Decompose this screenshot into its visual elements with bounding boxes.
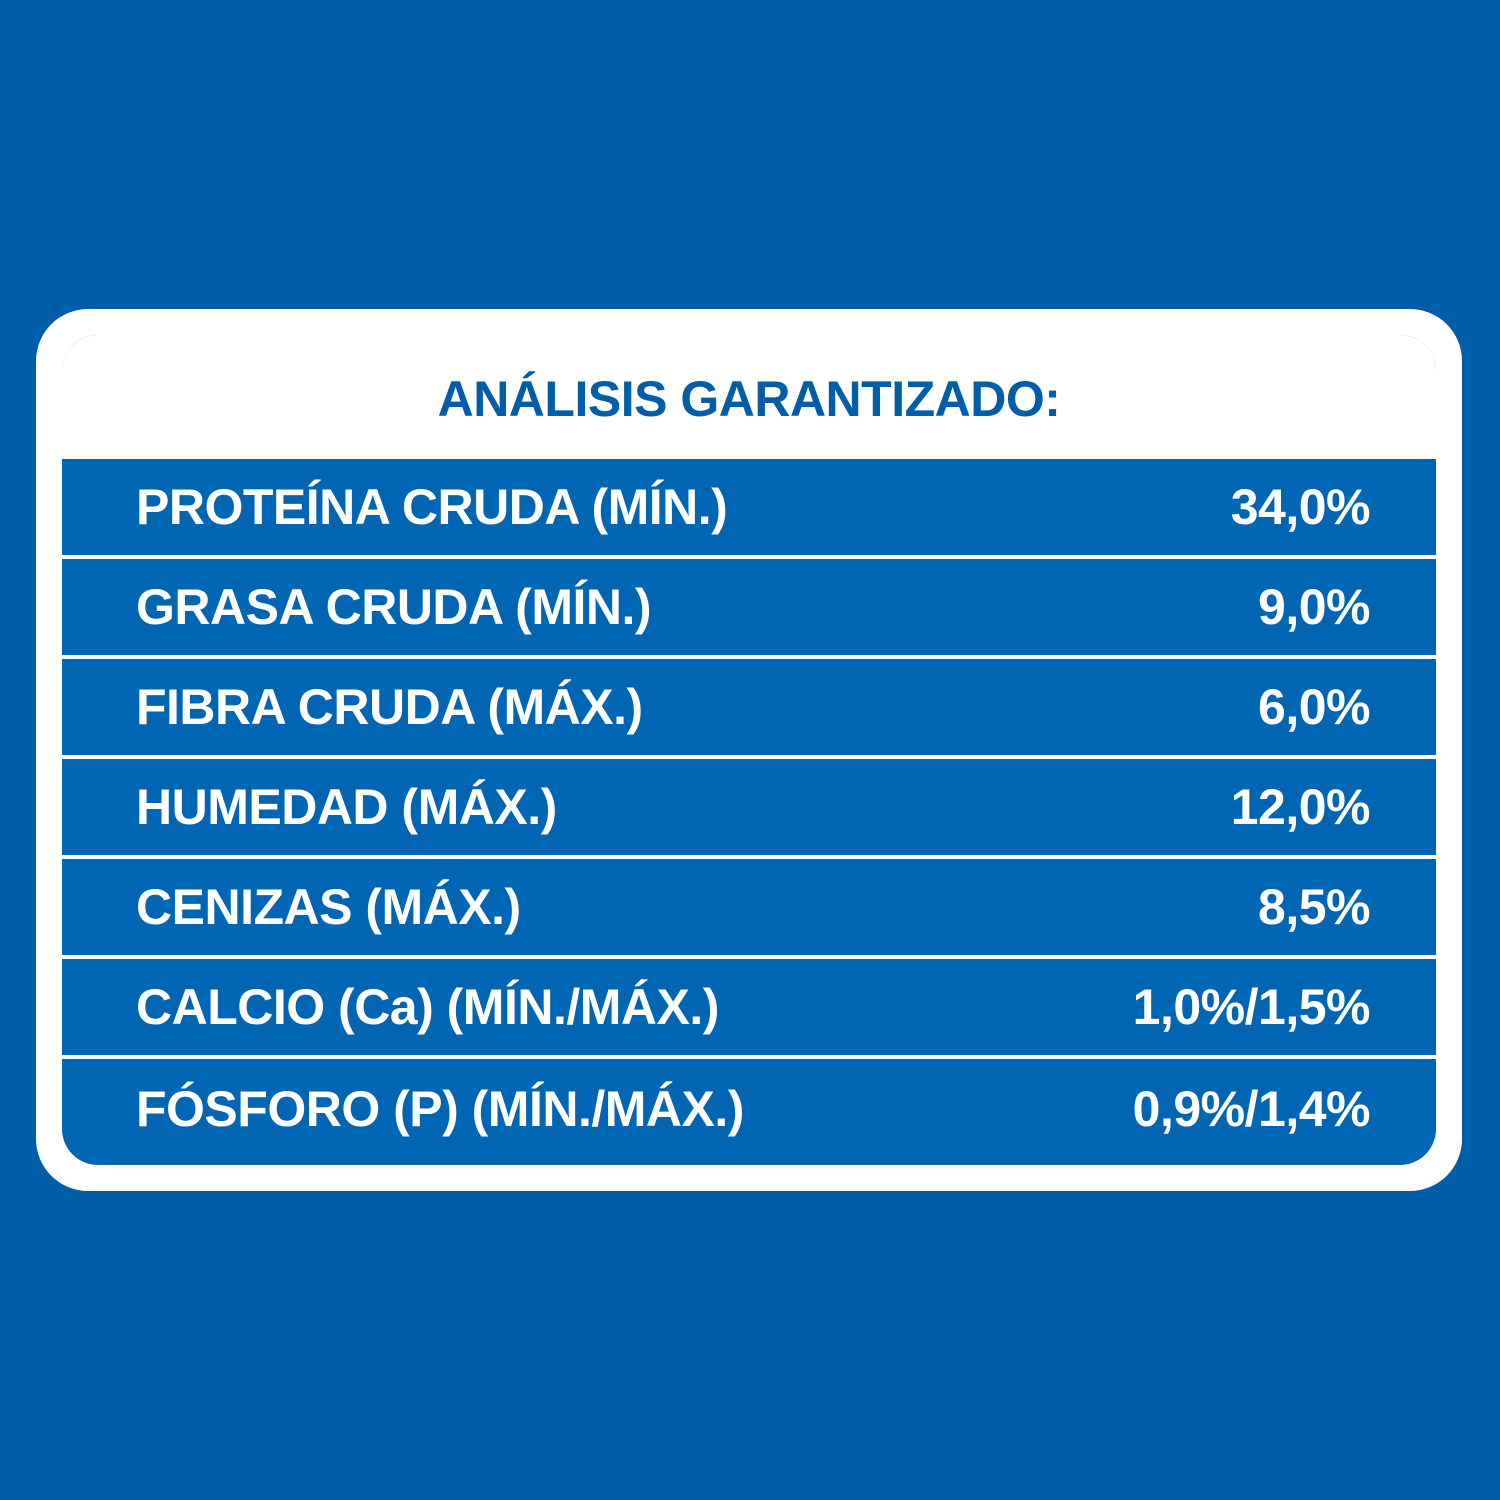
row-label: CENIZAS (MÁX.) — [136, 879, 521, 935]
table-row: FIBRA CRUDA (MÁX.) 6,0% — [62, 659, 1436, 759]
row-label: GRASA CRUDA (MÍN.) — [136, 579, 652, 635]
row-label: FÓSFORO (P) (MÍN./MÁX.) — [136, 1081, 744, 1137]
table-row: FÓSFORO (P) (MÍN./MÁX.) 0,9%/1,4% — [62, 1059, 1436, 1159]
guaranteed-analysis-panel: ANÁLISIS GARANTIZADO: PROTEÍNA CRUDA (MÍ… — [36, 309, 1462, 1191]
row-label: HUMEDAD (MÁX.) — [136, 779, 557, 835]
row-value: 6,0% — [1258, 679, 1370, 735]
table-row: PROTEÍNA CRUDA (MÍN.) 34,0% — [62, 459, 1436, 559]
table-header: ANÁLISIS GARANTIZADO: — [62, 335, 1436, 459]
table-row: GRASA CRUDA (MÍN.) 9,0% — [62, 559, 1436, 659]
row-value: 1,0%/1,5% — [1132, 979, 1371, 1035]
row-label: CALCIO (Ca) (MÍN./MÁX.) — [136, 979, 719, 1035]
row-label: FIBRA CRUDA (MÁX.) — [136, 679, 643, 735]
table-body: PROTEÍNA CRUDA (MÍN.) 34,0% GRASA CRUDA … — [62, 459, 1436, 1159]
row-value: 12,0% — [1230, 779, 1371, 835]
row-value: 34,0% — [1230, 479, 1371, 535]
analysis-table: ANÁLISIS GARANTIZADO: PROTEÍNA CRUDA (MÍ… — [62, 335, 1436, 1165]
table-title: ANÁLISIS GARANTIZADO: — [437, 371, 1061, 427]
row-value: 0,9%/1,4% — [1132, 1081, 1371, 1137]
table-row: HUMEDAD (MÁX.) 12,0% — [62, 759, 1436, 859]
table-row: CALCIO (Ca) (MÍN./MÁX.) 1,0%/1,5% — [62, 959, 1436, 1059]
table-row: CENIZAS (MÁX.) 8,5% — [62, 859, 1436, 959]
row-value: 8,5% — [1258, 879, 1370, 935]
row-value: 9,0% — [1258, 579, 1370, 635]
row-label: PROTEÍNA CRUDA (MÍN.) — [136, 479, 728, 535]
